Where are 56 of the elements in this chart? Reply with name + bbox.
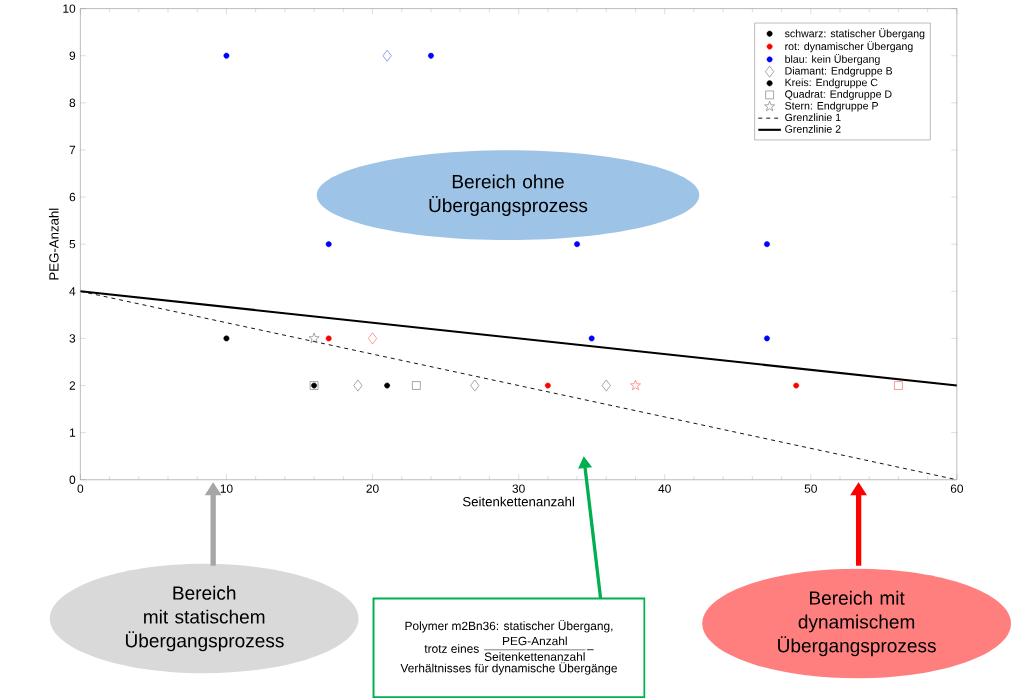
point [601,379,611,392]
legend-label: Stern: Endgruppe P [785,101,878,112]
point [412,381,421,390]
point [382,49,392,62]
y-tick-label: 6 [69,192,76,202]
text: Polymer m2Bn36: statischer Übergang, [405,619,613,633]
point [764,241,770,248]
point [325,241,332,248]
y-tick-label: 2 [69,381,76,390]
y-tick-label: 8 [69,98,76,107]
point [223,52,230,59]
text: – [587,649,594,651]
x-tick-label: 60 [950,484,964,493]
x-tick-label: 50 [804,484,817,493]
x-tick-label: 40 [658,484,671,493]
y-tick-label: 0 [69,475,76,484]
point [353,379,363,392]
x-tick-label: 0 [77,484,84,493]
x-axis-title: Seitenkettenanzahl [462,496,574,507]
y-tick-label: 4 [69,287,76,296]
legend-label: Quadrat: Endgruppe D [785,89,892,100]
text: Seitenkettenanzahl [484,652,585,661]
point [630,379,641,390]
legend-label: blau: kein Übergang [785,53,880,65]
point [764,335,770,342]
y-tick-label: 10 [63,4,76,13]
point [384,382,391,389]
text: Verhältnisses für dynamische Übergänge [400,662,617,675]
y-tick-label: 1 [69,428,76,437]
point [574,241,580,248]
text: trotz eines [424,644,479,653]
annotation: Bereich ohne Übergangsprozess [429,174,588,216]
y-tick-label: 5 [69,239,76,249]
y-axis-title: PEG-Anzahl [48,208,59,280]
point [325,335,332,342]
x-tick-label: 10 [220,484,233,493]
y-tick-label: 3 [69,334,76,343]
text: PEG-Anzahl [503,636,567,646]
legend-label: Grenzlinie 1 [785,113,841,122]
legend-label: rot: dynamischer Übergang [785,41,913,53]
x-tick-label: 30 [512,484,525,493]
legend-label: Kreis: Endgruppe C [785,78,878,89]
legend-label: Grenzlinie 2 [785,124,841,133]
y-tick-label: 9 [69,51,76,60]
point [793,382,800,389]
legend-label: schwarz: statischer Übergang [784,28,925,40]
legend-label: Diamant: Endgruppe B [785,66,893,77]
y-tick-label: 7 [69,145,76,154]
point [223,335,230,342]
point [544,382,551,389]
point [588,335,595,342]
text: Bereich mit statischem Übergangsprozess [125,585,284,652]
x-tick-label: 20 [366,484,379,493]
point [428,52,434,59]
point [470,379,480,392]
text: Bereich mit dynamischem Übergangsprozess [778,590,936,657]
